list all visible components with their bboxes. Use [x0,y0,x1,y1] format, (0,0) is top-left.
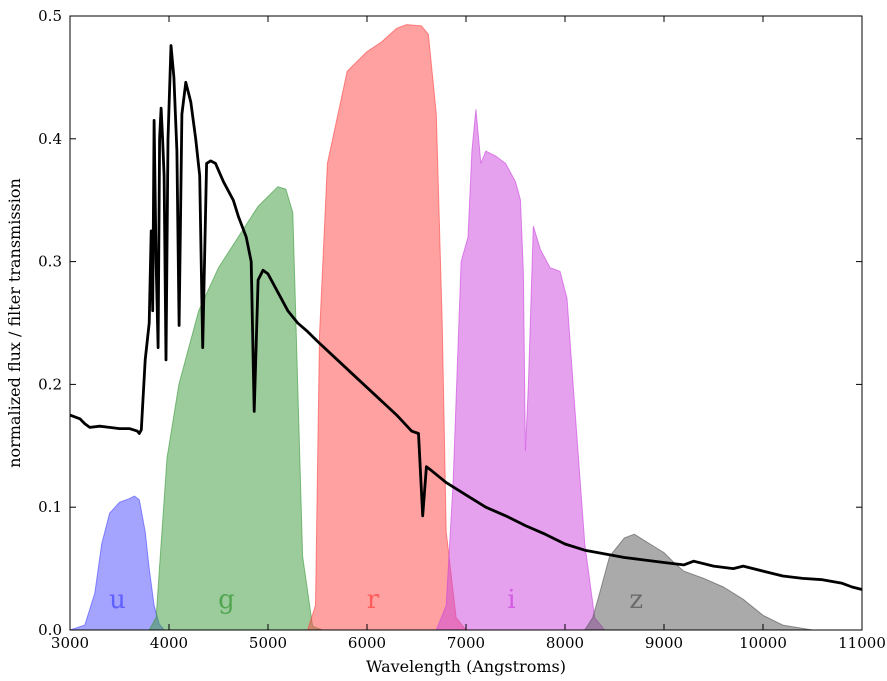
x-tick-label: 5000 [249,634,287,652]
x-tick-label: 4000 [150,634,188,652]
filter-label-g: g [218,585,235,615]
x-tick-label: 7000 [447,634,485,652]
spectrum-line [69,44,863,591]
y-axis-label: normalized flux / filter transmission [5,178,24,468]
x-tick-label: 10000 [739,634,787,652]
x-tick-label: 8000 [546,634,584,652]
filter-label-u: u [109,585,126,615]
filter-band-z [583,533,813,631]
filter-band-r [306,24,468,631]
y-tick-label: 0.2 [38,375,62,393]
x-tick-label: 11000 [838,634,886,652]
filter-band-i [435,109,606,631]
y-tick-label: 0.3 [38,253,62,271]
filter-band-g [148,186,323,631]
filter-label-r: r [367,585,380,615]
spectrum-layer [69,44,863,591]
x-axis-label: Wavelength (Angstroms) [366,657,566,676]
y-tick-label: 0.0 [38,621,62,639]
x-tick-label: 3000 [51,634,89,652]
y-tick-label: 0.1 [38,498,62,516]
x-tick-label: 9000 [645,634,683,652]
y-tick-label: 0.4 [38,130,62,148]
x-tick-label: 6000 [348,634,386,652]
x-axis-ticks: 3000 4000 5000 6000 7000 8000 9000 10000 11000 [51,16,886,652]
y-axis-ticks: 0.0 0.1 0.2 0.3 0.4 0.5 [38,7,862,639]
filter-label-i: i [507,585,515,615]
y-tick-label: 0.5 [38,7,62,25]
filter-label-z: z [629,585,643,615]
